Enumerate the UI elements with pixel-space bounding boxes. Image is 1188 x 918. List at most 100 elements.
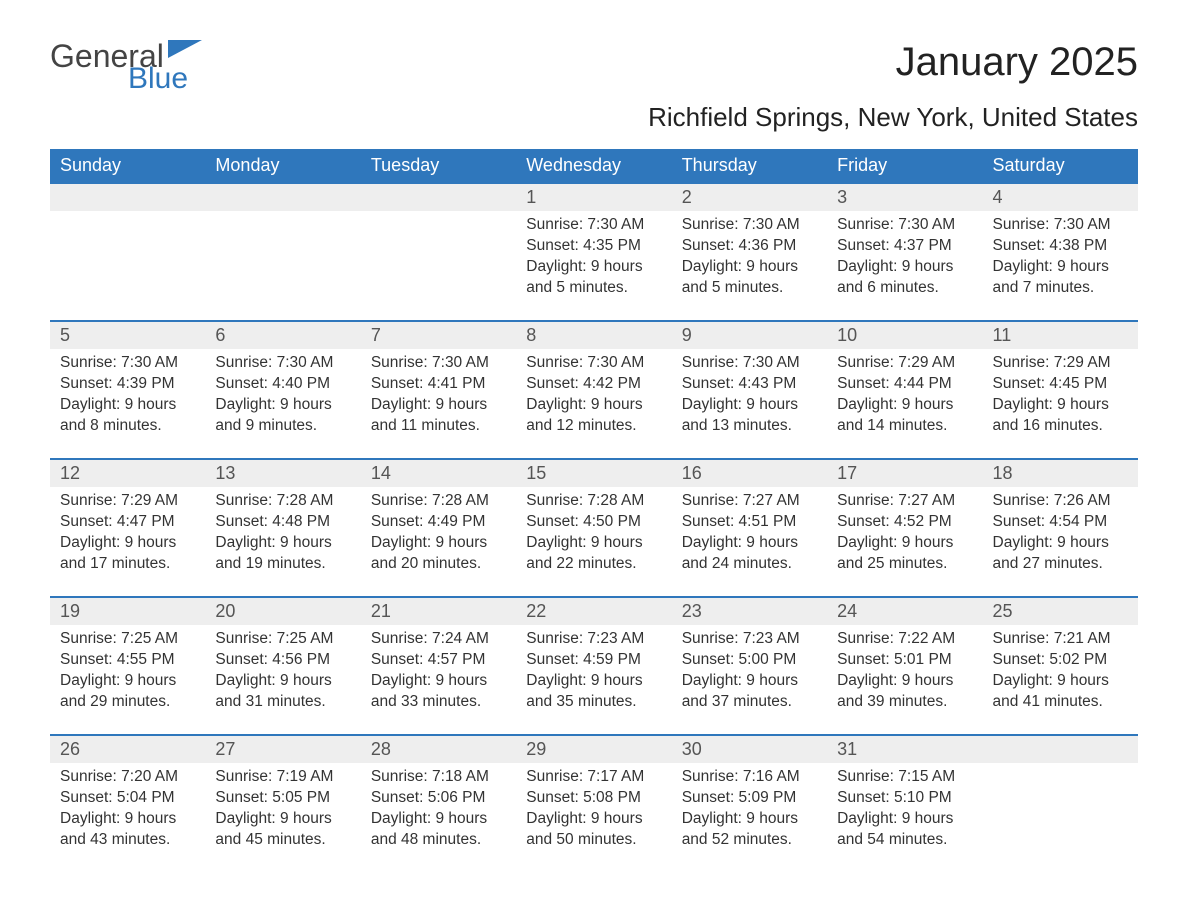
day-d2: and 5 minutes. bbox=[682, 278, 817, 299]
day-number: 9 bbox=[672, 321, 827, 349]
day-ss: Sunset: 4:36 PM bbox=[682, 236, 817, 257]
day-d1: Daylight: 9 hours bbox=[837, 671, 972, 692]
day-d2: and 9 minutes. bbox=[215, 416, 350, 437]
day-details: Sunrise: 7:23 AMSunset: 4:59 PMDaylight:… bbox=[516, 625, 671, 735]
week-daynum-row: 12131415161718 bbox=[50, 459, 1138, 487]
day-number: 25 bbox=[983, 597, 1138, 625]
empty-day bbox=[983, 735, 1138, 763]
day-sr: Sunrise: 7:30 AM bbox=[371, 353, 506, 374]
day-number: 26 bbox=[50, 735, 205, 763]
day-ss: Sunset: 4:55 PM bbox=[60, 650, 195, 671]
weekday-header: Saturday bbox=[983, 149, 1138, 183]
day-ss: Sunset: 4:37 PM bbox=[837, 236, 972, 257]
day-d1: Daylight: 9 hours bbox=[215, 671, 350, 692]
day-d2: and 54 minutes. bbox=[837, 830, 972, 851]
day-d2: and 13 minutes. bbox=[682, 416, 817, 437]
day-details: Sunrise: 7:30 AMSunset: 4:41 PMDaylight:… bbox=[361, 349, 516, 459]
day-number: 18 bbox=[983, 459, 1138, 487]
day-d2: and 19 minutes. bbox=[215, 554, 350, 575]
day-d1: Daylight: 9 hours bbox=[682, 257, 817, 278]
day-number: 3 bbox=[827, 183, 982, 211]
day-ss: Sunset: 5:09 PM bbox=[682, 788, 817, 809]
weekday-header: Tuesday bbox=[361, 149, 516, 183]
day-sr: Sunrise: 7:21 AM bbox=[993, 629, 1128, 650]
day-number: 28 bbox=[361, 735, 516, 763]
day-d1: Daylight: 9 hours bbox=[371, 671, 506, 692]
day-ss: Sunset: 4:39 PM bbox=[60, 374, 195, 395]
day-ss: Sunset: 5:05 PM bbox=[215, 788, 350, 809]
day-sr: Sunrise: 7:23 AM bbox=[526, 629, 661, 650]
day-number: 7 bbox=[361, 321, 516, 349]
day-details: Sunrise: 7:28 AMSunset: 4:48 PMDaylight:… bbox=[205, 487, 360, 597]
day-d2: and 17 minutes. bbox=[60, 554, 195, 575]
day-number: 30 bbox=[672, 735, 827, 763]
day-d2: and 12 minutes. bbox=[526, 416, 661, 437]
day-details: Sunrise: 7:30 AMSunset: 4:39 PMDaylight:… bbox=[50, 349, 205, 459]
day-d1: Daylight: 9 hours bbox=[526, 671, 661, 692]
day-sr: Sunrise: 7:25 AM bbox=[60, 629, 195, 650]
week-detail-row: Sunrise: 7:25 AMSunset: 4:55 PM Daylight:… bbox=[50, 625, 1138, 735]
day-d2: and 50 minutes. bbox=[526, 830, 661, 851]
empty-day bbox=[205, 183, 360, 211]
week-daynum-row: 1234 bbox=[50, 183, 1138, 211]
day-ss: Sunset: 5:00 PM bbox=[682, 650, 817, 671]
day-details: Sunrise: 7:29 AMSunset: 4:45 PMDaylight:… bbox=[983, 349, 1138, 459]
day-d1: Daylight: 9 hours bbox=[993, 395, 1128, 416]
week-detail-row: Sunrise: 7:29 AMSunset: 4:47 PMDaylight:… bbox=[50, 487, 1138, 597]
day-d2: and 41 minutes. bbox=[993, 692, 1128, 713]
day-d2: and 20 minutes. bbox=[371, 554, 506, 575]
day-d1: Daylight: 9 hours bbox=[837, 533, 972, 554]
day-sr: Sunrise: 7:30 AM bbox=[526, 215, 661, 236]
day-d1: Daylight: 9 hours bbox=[60, 533, 195, 554]
day-d1: Daylight: 9 hours bbox=[371, 809, 506, 830]
day-details: Sunrise: 7:20 AMSunset: 5:04 PMDaylight:… bbox=[50, 763, 205, 873]
day-ss: Sunset: 4:38 PM bbox=[993, 236, 1128, 257]
day-sr: Sunrise: 7:24 AM bbox=[371, 629, 506, 650]
day-sr: Sunrise: 7:28 AM bbox=[215, 491, 350, 512]
day-d2: and 48 minutes. bbox=[371, 830, 506, 851]
day-ss: Sunset: 4:44 PM bbox=[837, 374, 972, 395]
day-ss: Sunset: 4:42 PM bbox=[526, 374, 661, 395]
empty-day bbox=[361, 211, 516, 321]
day-d2: and 8 minutes. bbox=[60, 416, 195, 437]
day-d1: Daylight: 9 hours bbox=[526, 257, 661, 278]
day-details: Sunrise: 7:26 AMSunset: 4:54 PMDaylight:… bbox=[983, 487, 1138, 597]
day-d1: Daylight: 9 hours bbox=[682, 671, 817, 692]
day-d1: Daylight: 9 hours bbox=[682, 395, 817, 416]
day-number: 27 bbox=[205, 735, 360, 763]
day-sr: Sunrise: 7:23 AM bbox=[682, 629, 817, 650]
week-daynum-row: 19202122232425 bbox=[50, 597, 1138, 625]
location-label: Richfield Springs, New York, United Stat… bbox=[50, 102, 1138, 133]
day-d1: Daylight: 9 hours bbox=[215, 809, 350, 830]
day-sr: Sunrise: 7:29 AM bbox=[60, 491, 195, 512]
day-d1: Daylight: 9 hours bbox=[682, 809, 817, 830]
day-sr: Sunrise: 7:30 AM bbox=[993, 215, 1128, 236]
day-details: Sunrise: 7:30 AMSunset: 4:40 PMDaylight:… bbox=[205, 349, 360, 459]
day-number: 29 bbox=[516, 735, 671, 763]
day-number: 10 bbox=[827, 321, 982, 349]
calendar-table: Sunday Monday Tuesday Wednesday Thursday… bbox=[50, 149, 1138, 873]
day-d2: and 37 minutes. bbox=[682, 692, 817, 713]
page-title: January 2025 bbox=[896, 40, 1138, 85]
weekday-header-row: Sunday Monday Tuesday Wednesday Thursday… bbox=[50, 149, 1138, 183]
day-sr: Sunrise: 7:30 AM bbox=[837, 215, 972, 236]
day-ss: Sunset: 4:50 PM bbox=[526, 512, 661, 533]
day-details: Sunrise: 7:25 AMSunset: 4:56 PMDaylight:… bbox=[205, 625, 360, 735]
weekday-header: Friday bbox=[827, 149, 982, 183]
day-sr: Sunrise: 7:30 AM bbox=[60, 353, 195, 374]
day-d2: and 5 minutes. bbox=[526, 278, 661, 299]
day-d1: Daylight: 9 hours bbox=[526, 395, 661, 416]
day-sr: Sunrise: 7:26 AM bbox=[993, 491, 1128, 512]
day-d2: and 11 minutes. bbox=[371, 416, 506, 437]
day-details: Sunrise: 7:29 AMSunset: 4:47 PMDaylight:… bbox=[50, 487, 205, 597]
day-details: Sunrise: 7:23 AMSunset: 5:00 PMDaylight:… bbox=[672, 625, 827, 735]
day-details: Sunrise: 7:30 AMSunset: 4:37 PMDaylight:… bbox=[827, 211, 982, 321]
day-details: Sunrise: 7:30 AMSunset: 4:38 PMDaylight:… bbox=[983, 211, 1138, 321]
header: General Blue January 2025 bbox=[50, 40, 1138, 94]
empty-day bbox=[205, 211, 360, 321]
weekday-header: Monday bbox=[205, 149, 360, 183]
day-ss: Sunset: 5:01 PM bbox=[837, 650, 972, 671]
day-d1: Daylight: 9 hours bbox=[60, 395, 195, 416]
day-d1: Daylight: 9 hours bbox=[526, 809, 661, 830]
empty-day bbox=[983, 763, 1138, 873]
